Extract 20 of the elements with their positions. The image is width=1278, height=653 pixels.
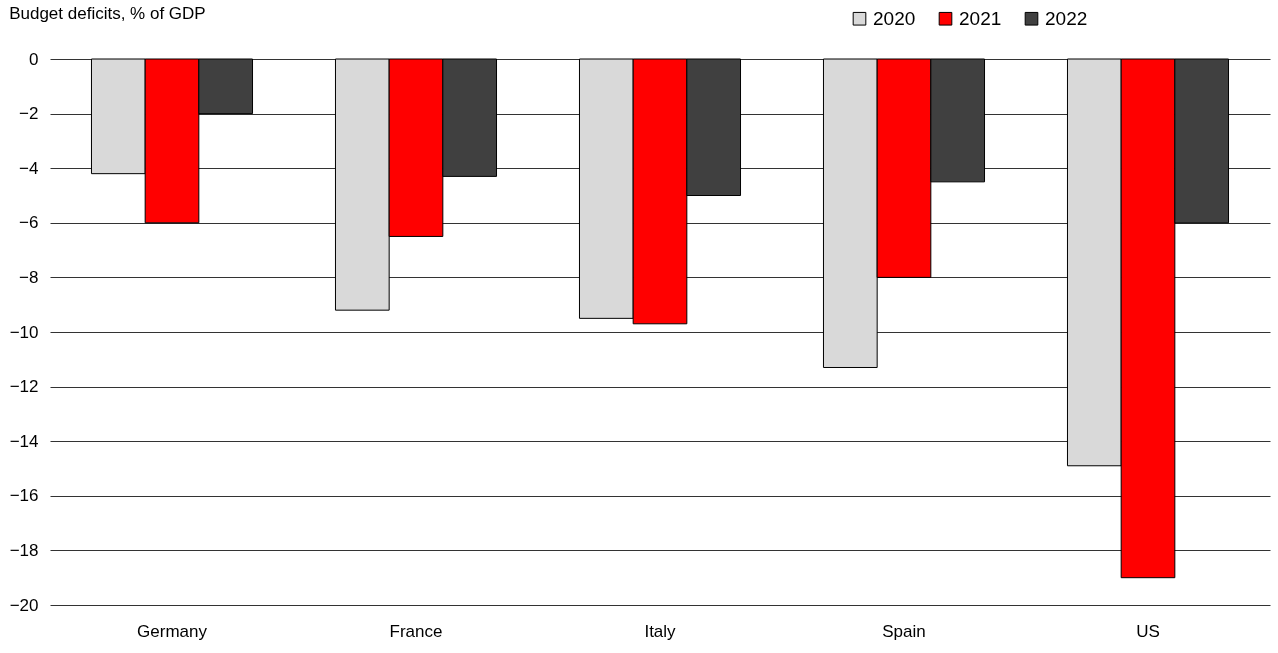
y-tick-label: −16 [9,486,39,506]
legend-label: 2022 [1045,7,1088,29]
y-tick-label: −6 [19,213,39,233]
x-tick-label: US [1136,621,1160,641]
y-tick-label: −20 [9,595,39,615]
y-tick-label: −2 [19,104,39,124]
y-tick-label: −12 [9,377,39,397]
y-tick-label: −18 [9,540,39,560]
y-tick-label: −10 [9,322,39,342]
x-tick-label: Spain [882,621,926,641]
y-tick-label: −4 [19,158,39,178]
legend-label: 2020 [873,7,916,29]
y-tick-label: −14 [9,431,39,451]
x-tick-label: France [389,621,443,641]
x-tick-label: Germany [137,621,208,641]
legend-label: 2021 [959,7,1002,29]
x-tick-label: Italy [644,621,677,641]
y-tick-label: −8 [19,267,39,287]
y-tick-label: 0 [29,49,39,69]
chart-title: Budget deficits, % of GDP [9,4,206,23]
